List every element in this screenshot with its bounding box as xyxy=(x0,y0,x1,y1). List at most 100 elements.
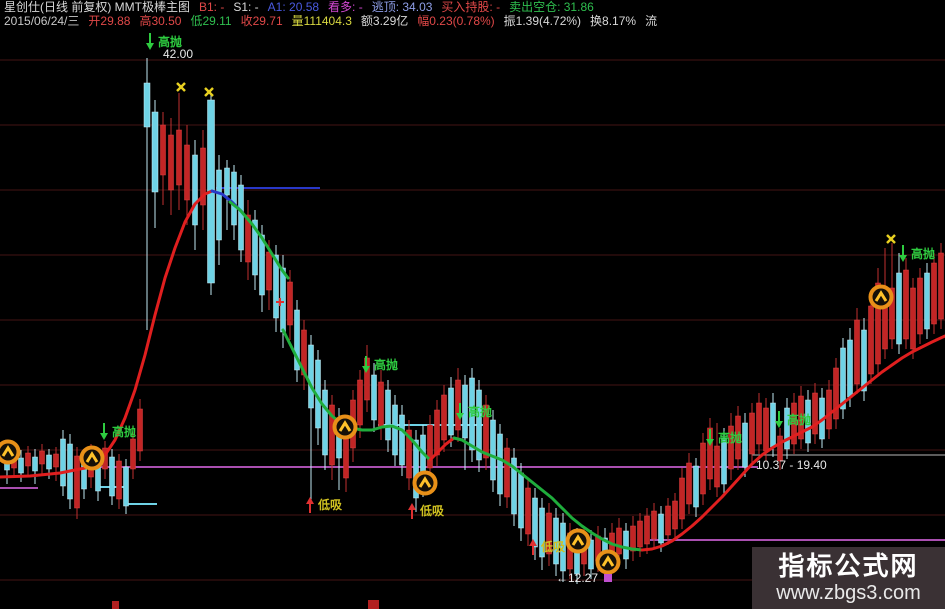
x-mark-icon xyxy=(886,234,896,244)
candle xyxy=(308,344,314,409)
gold-medal-icon xyxy=(595,549,621,575)
watermark-url: www.zbgs3.com xyxy=(776,582,921,604)
purple-marker xyxy=(604,574,612,582)
candle xyxy=(406,429,412,479)
candle xyxy=(392,404,398,456)
sell-arrow-icon xyxy=(362,366,370,373)
gold-medal-icon xyxy=(332,414,358,440)
sell-signal-label: 高抛 xyxy=(718,430,742,445)
sell-signal-label: 高抛 xyxy=(374,357,398,372)
header-segment: 幅0.23(0.78%) xyxy=(417,14,495,28)
buy-arrow-icon xyxy=(529,539,537,546)
candle xyxy=(151,111,159,193)
candle xyxy=(742,422,748,468)
candle xyxy=(651,510,657,540)
candle xyxy=(192,154,198,226)
candle xyxy=(791,402,797,445)
ma-line xyxy=(452,436,644,552)
sell-arrow-icon xyxy=(146,43,154,50)
candle xyxy=(903,269,909,340)
candle xyxy=(840,347,846,410)
candle xyxy=(588,539,594,570)
candle xyxy=(490,419,496,481)
candle xyxy=(469,377,475,451)
sell-arrow-icon xyxy=(706,439,714,446)
candle xyxy=(931,262,937,325)
candle xyxy=(224,167,230,196)
header-segment: 收29.71 xyxy=(240,14,283,28)
candle xyxy=(476,389,482,461)
gold-medal-icon xyxy=(868,284,894,310)
candle xyxy=(833,367,839,420)
candle xyxy=(847,339,853,398)
candle xyxy=(805,399,811,444)
header-segment: A1: 20.58 xyxy=(267,0,320,14)
x-mark-icon xyxy=(176,82,186,92)
candle xyxy=(60,438,66,487)
candle xyxy=(868,305,874,375)
candle xyxy=(413,439,419,499)
candle xyxy=(357,379,363,426)
gold-medal-icon xyxy=(418,476,432,488)
candle xyxy=(728,425,734,470)
gold-medal-icon xyxy=(79,445,105,471)
price-annotation: ←12.27 xyxy=(556,571,598,585)
candle xyxy=(644,515,650,545)
candle xyxy=(665,505,671,536)
candle xyxy=(924,272,930,330)
candle xyxy=(630,525,636,552)
header-segment: B1: - xyxy=(198,0,225,14)
candle xyxy=(53,453,59,468)
candle xyxy=(763,407,769,452)
candle xyxy=(658,513,664,544)
candle xyxy=(812,392,818,435)
candle xyxy=(917,277,923,335)
gold-medal-icon xyxy=(338,420,352,432)
header-segment: 流 xyxy=(645,14,658,28)
candle xyxy=(266,251,272,291)
header-segment: 卖出空仓: 31.86 xyxy=(509,0,594,14)
header-segment: 星创仕(日线 前复权) MMT极棒主图 xyxy=(4,0,190,14)
candle xyxy=(707,427,713,480)
candle xyxy=(714,445,720,488)
candle xyxy=(826,389,832,430)
candle xyxy=(116,460,122,500)
candle xyxy=(39,450,45,465)
candle xyxy=(637,520,643,548)
candle xyxy=(777,435,783,462)
candle xyxy=(259,234,265,296)
candle xyxy=(130,438,136,470)
sell-arrow-icon xyxy=(775,421,783,428)
candle xyxy=(143,82,151,128)
ma-line xyxy=(228,200,290,280)
price-annotation: 10.37 - 19.40 xyxy=(756,458,827,472)
header-quote-row: 2015/06/24/三 开29.88 高30.50 低29.11 收29.71 量111… xyxy=(4,15,666,28)
candle xyxy=(448,387,454,436)
candle xyxy=(252,219,258,276)
header-segment: 额3.29亿 xyxy=(360,14,409,28)
candle xyxy=(854,319,860,385)
candle xyxy=(287,281,293,326)
candle xyxy=(511,457,517,515)
candle xyxy=(74,455,80,509)
gold-medal-icon xyxy=(565,528,591,554)
candle xyxy=(756,402,762,445)
buy-signal-label: 低吸 xyxy=(317,497,343,512)
candle xyxy=(385,389,391,441)
header-segment: 看多: - xyxy=(328,0,363,14)
candle xyxy=(434,409,440,456)
candle xyxy=(25,452,31,467)
candle xyxy=(399,414,405,466)
candle xyxy=(686,462,692,505)
candle xyxy=(46,454,52,470)
candle xyxy=(539,507,545,558)
candle xyxy=(497,433,503,495)
buy-signal-label: 低吸 xyxy=(540,539,566,554)
candle xyxy=(735,415,741,460)
header-indicator-row: 星创仕(日线 前复权) MMT极棒主图 B1: - S1: - A1: 20.58 看多… xyxy=(4,1,603,14)
header-segment: 换8.17% xyxy=(590,14,637,28)
clipped-fragment xyxy=(112,601,119,609)
candle xyxy=(109,456,115,497)
